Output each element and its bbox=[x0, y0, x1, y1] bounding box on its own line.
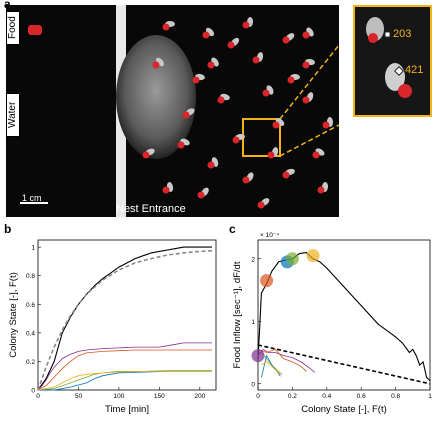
inset-marker-2 bbox=[398, 84, 412, 98]
colony-photo-drawing bbox=[6, 5, 339, 217]
ant-marker bbox=[302, 61, 310, 69]
water-label: Water bbox=[6, 93, 20, 137]
y-tick-label: 0.2 bbox=[26, 359, 35, 366]
series-line-3 bbox=[37, 349, 212, 391]
x-tick-label: 0.6 bbox=[357, 393, 366, 400]
ant-marker bbox=[272, 121, 280, 129]
x-tick-label: 150 bbox=[154, 393, 165, 400]
x-tick-label: 1 bbox=[428, 393, 432, 400]
inset-marker-1 bbox=[368, 33, 378, 43]
inset-id-203: 203 bbox=[393, 28, 411, 40]
y-tick-label: 2 bbox=[251, 256, 255, 263]
x-tick-label: 0.8 bbox=[391, 393, 400, 400]
tag-421 bbox=[394, 66, 404, 76]
ant-marker bbox=[162, 23, 170, 31]
scale-bar-label: 1 cm bbox=[22, 193, 42, 203]
series-line-0 bbox=[257, 251, 431, 382]
nest-entrance-label: Nest Entrance bbox=[116, 203, 186, 215]
ant-marker bbox=[202, 31, 210, 39]
ant-marker bbox=[282, 171, 290, 179]
y-tick-label: 0.4 bbox=[26, 330, 35, 337]
ant-marker bbox=[282, 36, 290, 44]
ant-marker bbox=[152, 61, 160, 69]
ant-marker bbox=[182, 111, 190, 119]
ant-marker bbox=[227, 41, 235, 49]
food-label: Food bbox=[6, 11, 20, 45]
ant-marker bbox=[302, 31, 310, 39]
series-line-5 bbox=[38, 371, 212, 391]
x-tick-label: 100 bbox=[113, 393, 124, 400]
ant-marker bbox=[287, 76, 295, 84]
series-line-3 bbox=[257, 348, 307, 372]
x-tick-label: 0.2 bbox=[288, 393, 297, 400]
ant-marker bbox=[232, 136, 240, 144]
ant-marker bbox=[192, 76, 200, 84]
series-line-6 bbox=[37, 371, 212, 391]
ant-marker bbox=[257, 201, 265, 209]
x-tick-label: 0 bbox=[256, 393, 260, 400]
plot-frame bbox=[257, 239, 431, 391]
axis-multiplier: × 10⁻⁴ bbox=[260, 232, 279, 239]
y-tick-label: 0.6 bbox=[26, 302, 35, 309]
y-tick-label: 1 bbox=[251, 319, 255, 326]
x-tick-label: 200 bbox=[194, 393, 205, 400]
series-line-2 bbox=[37, 342, 212, 391]
highlight-marker-3 bbox=[285, 252, 299, 266]
zoom-connector-bottom bbox=[279, 124, 339, 157]
ant-marker bbox=[242, 176, 250, 184]
y-axis-label: Food Inflow [sec⁻¹], dF/dt bbox=[232, 261, 243, 368]
x-tick-label: 0 bbox=[36, 393, 40, 400]
ant-marker bbox=[252, 56, 260, 64]
colony-photo: Food Water 1 cm Nest Entrance bbox=[6, 5, 339, 217]
scale-bar bbox=[20, 202, 48, 204]
y-axis-label: Colony State [-], F(t) bbox=[8, 272, 19, 358]
panel-label-c: c bbox=[229, 222, 236, 236]
ant-marker bbox=[217, 96, 225, 104]
y-tick-label: 1 bbox=[31, 245, 35, 252]
y-tick-label: 0.8 bbox=[26, 273, 35, 280]
tag-203 bbox=[384, 31, 391, 38]
ant-marker bbox=[262, 89, 270, 97]
series-line-4 bbox=[261, 352, 283, 375]
zoom-inset-drawing: 203 421 bbox=[355, 7, 430, 115]
x-tick-label: 50 bbox=[75, 393, 83, 400]
ant-marker bbox=[267, 151, 275, 159]
ant-marker bbox=[322, 121, 330, 129]
ant-marker bbox=[197, 191, 205, 199]
water-droplet bbox=[116, 35, 196, 159]
ant-marker bbox=[207, 161, 215, 169]
series-line-1 bbox=[37, 249, 213, 391]
highlight-marker-1 bbox=[260, 274, 274, 288]
ant-marker bbox=[177, 141, 185, 149]
x-axis-label: Colony State [-], F(t) bbox=[301, 404, 387, 415]
highlight-marker-2 bbox=[280, 255, 294, 269]
series-line-5 bbox=[261, 354, 281, 378]
ant-marker bbox=[302, 96, 310, 104]
x-axis-label: Time [min] bbox=[105, 404, 149, 415]
highlight-marker-0 bbox=[251, 349, 265, 363]
ant-marker bbox=[142, 151, 150, 159]
series-line-6 bbox=[261, 361, 281, 375]
ant-marker bbox=[162, 186, 170, 194]
ant-marker bbox=[317, 186, 325, 194]
y-tick-label: 0 bbox=[31, 388, 35, 395]
inset-id-421: 421 bbox=[405, 64, 423, 76]
series-line-1 bbox=[257, 344, 431, 385]
series-line-2 bbox=[257, 348, 316, 373]
series-line-4 bbox=[37, 370, 212, 391]
food-source bbox=[28, 25, 42, 35]
panel-label-b: b bbox=[4, 222, 12, 236]
x-tick-label: 0.4 bbox=[322, 393, 331, 400]
ant-marker bbox=[242, 21, 250, 29]
ant-marker bbox=[312, 151, 320, 159]
plot-frame bbox=[37, 239, 217, 391]
series-line-0 bbox=[37, 246, 212, 391]
ant-markers bbox=[142, 17, 334, 209]
highlight-marker-4 bbox=[306, 249, 320, 263]
y-tick-label: 0 bbox=[251, 381, 255, 388]
ant-marker bbox=[207, 61, 215, 69]
zoom-inset: 203 421 bbox=[353, 5, 432, 117]
